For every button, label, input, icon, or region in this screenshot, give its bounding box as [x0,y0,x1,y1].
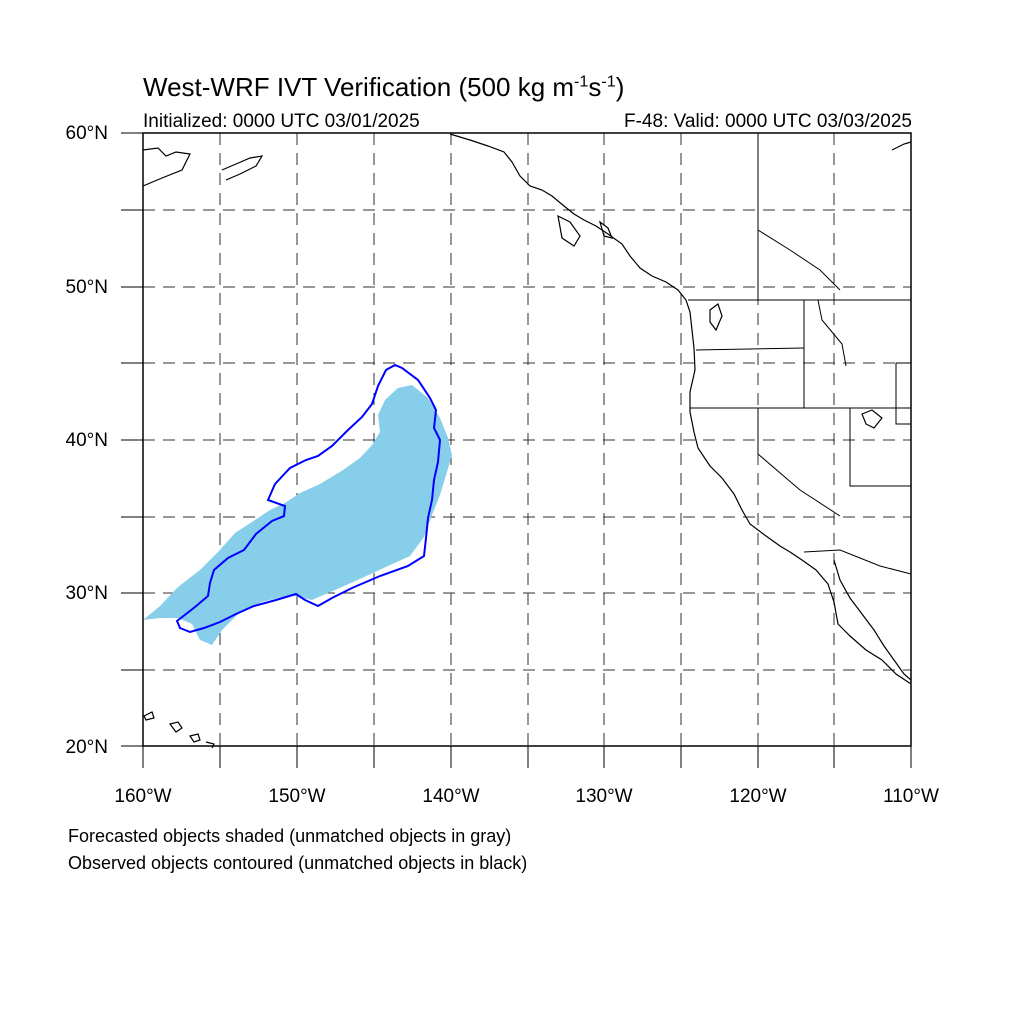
initialized-label: Initialized: 0000 UTC 03/01/2025 [143,111,420,132]
forecast-object [143,385,452,645]
coastlines [142,133,912,749]
legend-forecast: Forecasted objects shaded (unmatched obj… [68,826,512,846]
legend-observed: Observed objects contoured (unmatched ob… [68,853,528,873]
grid-lines [143,133,911,746]
axis-ticks [121,132,912,768]
lon-label-160w: 160°W [114,786,172,807]
valid-label: F-48: Valid: 0000 UTC 03/03/2025 [624,111,912,132]
lon-label-110w: 110°W [883,786,939,807]
lon-label-140w: 140°W [422,786,480,807]
lat-label-60: 60°N [65,123,108,144]
map-title: West-WRF IVT Verification (500 kg m-1s-1… [143,72,625,102]
political-boundaries [688,134,912,575]
observed-object [175,363,442,634]
lat-label-40: 40°N [65,430,108,451]
lon-label-120w: 120°W [729,786,787,807]
lat-label-50: 50°N [65,277,108,298]
lon-label-130w: 130°W [575,786,633,807]
lat-label-20: 20°N [65,737,108,758]
lat-label-30: 30°N [65,583,108,604]
lon-label-150w: 150°W [268,786,326,807]
